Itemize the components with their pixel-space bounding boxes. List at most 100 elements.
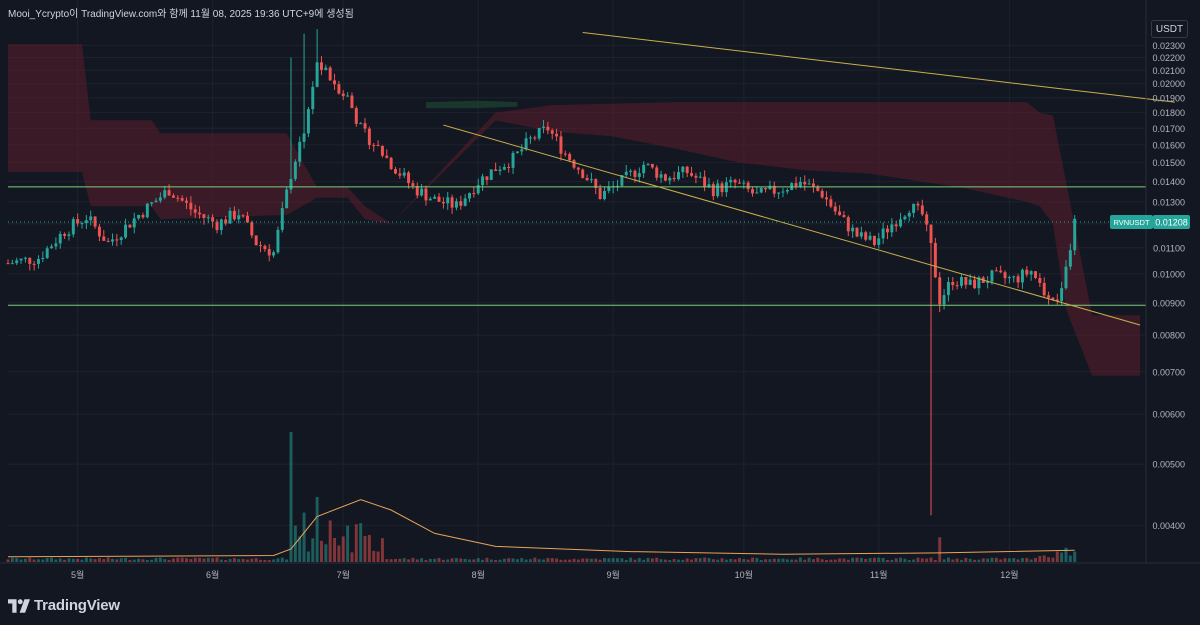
volume-bar xyxy=(354,524,358,562)
volume-bar xyxy=(32,559,36,562)
candle-body xyxy=(276,229,280,253)
candle-body xyxy=(955,285,959,287)
x-tick-label: 8월 xyxy=(472,569,485,580)
volume-bar xyxy=(1016,559,1020,562)
volume-ma-line xyxy=(7,499,1075,558)
volume-bar xyxy=(333,537,337,562)
last-price-marker: RVNUSDT 0.01208 xyxy=(8,215,1190,230)
volume-bar xyxy=(232,558,236,562)
volume-bar xyxy=(581,558,585,562)
candle-body xyxy=(424,188,428,201)
volume-bar xyxy=(398,558,402,562)
candle-body xyxy=(498,169,502,172)
candle-body xyxy=(733,179,737,183)
candle-body xyxy=(254,235,258,246)
candle-body xyxy=(185,200,188,203)
volume-bar xyxy=(476,558,480,562)
volume-bar xyxy=(537,559,541,562)
volume-bar xyxy=(542,559,545,562)
volume-bar xyxy=(807,557,811,562)
drawing-lines[interactable] xyxy=(8,32,1175,326)
volume-bar xyxy=(211,558,215,562)
volume-bar xyxy=(254,558,258,562)
volume-bar xyxy=(128,559,132,562)
time-axis[interactable]: 5월 6월 7월 8월 9월 10월 11월 12월 xyxy=(0,562,1200,580)
candle-body xyxy=(807,183,811,185)
volume-bar xyxy=(955,558,959,562)
candle-body xyxy=(250,222,254,236)
volume-bar xyxy=(938,537,942,562)
volume-bar xyxy=(41,559,45,562)
candle-body xyxy=(1047,295,1051,298)
volume-bar xyxy=(106,557,110,562)
volume-bar xyxy=(912,559,916,562)
candle-body xyxy=(816,186,820,191)
candle-body xyxy=(119,237,123,241)
volume-bar xyxy=(616,558,620,562)
x-tick-label: 9월 xyxy=(607,569,620,580)
volume-bar xyxy=(158,557,162,562)
volume-bar xyxy=(642,559,646,562)
volume-bar xyxy=(97,558,101,562)
candle-body xyxy=(433,196,437,199)
trendline xyxy=(582,32,1175,103)
candle-body xyxy=(842,215,846,218)
volume-bar xyxy=(185,558,188,562)
y-tick-label: 0.01500 xyxy=(1152,158,1185,168)
volume-bar xyxy=(994,557,998,562)
volume-bar xyxy=(650,558,654,562)
candle-body xyxy=(515,151,519,153)
x-tick-label: 11월 xyxy=(870,569,888,580)
candle-body xyxy=(1012,276,1016,278)
volume-bar xyxy=(1064,547,1068,562)
logo-text: TradingView xyxy=(34,597,120,614)
price-chart[interactable]: 0.00400 0.00500 0.00600 0.00700 0.00800 0.009… xyxy=(0,0,1200,582)
volume-bar xyxy=(620,558,624,562)
y-tick-label: 0.01300 xyxy=(1152,197,1185,207)
candle-body xyxy=(10,263,14,265)
candle-body xyxy=(224,219,228,224)
volume-bar xyxy=(820,559,824,562)
candle-body xyxy=(141,214,145,218)
volume-bar xyxy=(729,558,733,562)
volume-bar xyxy=(685,558,689,562)
y-tick-label: 0.02200 xyxy=(1152,53,1185,63)
candle-body xyxy=(111,239,114,242)
volume-bar xyxy=(224,559,228,562)
volume-bar xyxy=(1003,558,1007,562)
candle-body xyxy=(272,252,276,256)
volume-bar xyxy=(311,538,315,562)
currency-button[interactable]: USDT xyxy=(1151,20,1188,38)
volume-bar xyxy=(189,558,193,562)
volume-bar xyxy=(672,559,676,562)
volume-bar xyxy=(589,558,593,562)
chart-background xyxy=(0,0,1200,582)
volume-bar xyxy=(111,558,114,562)
candle-body xyxy=(672,177,676,180)
candle-body xyxy=(285,189,289,209)
volume-bar xyxy=(193,557,197,562)
x-tick-label: 7월 xyxy=(337,569,350,580)
candle-body xyxy=(446,197,450,204)
candle-body xyxy=(759,187,763,193)
volume-bar xyxy=(1047,557,1051,562)
volume-bar xyxy=(881,558,885,562)
candle-body xyxy=(629,170,633,172)
volume-bar xyxy=(350,552,354,562)
volume-bar xyxy=(746,559,750,562)
volume-bar xyxy=(825,560,828,562)
candle-body xyxy=(968,279,972,285)
candle-body xyxy=(598,187,602,200)
candle-body xyxy=(372,145,376,147)
candle-body xyxy=(1003,272,1007,279)
candle-body xyxy=(232,210,236,220)
candle-body xyxy=(163,190,167,198)
candle-body xyxy=(41,257,45,260)
candle-body xyxy=(507,166,511,168)
candle-body xyxy=(472,193,476,195)
candle-body xyxy=(354,108,358,124)
candle-body xyxy=(555,133,559,137)
tradingview-logo[interactable]: TradingView xyxy=(8,597,120,614)
candle-body xyxy=(376,145,380,147)
candle-body xyxy=(63,233,67,236)
